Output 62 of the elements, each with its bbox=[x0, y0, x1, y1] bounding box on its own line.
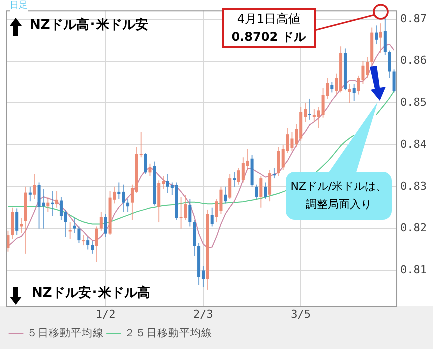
candlestick bbox=[68, 222, 72, 240]
y-tick-label: 0.84 bbox=[400, 138, 428, 151]
candlestick bbox=[91, 240, 94, 254]
x-tick-label: 3/5 bbox=[291, 308, 312, 321]
candlestick bbox=[118, 182, 121, 200]
candlestick bbox=[384, 18, 387, 56]
candlestick bbox=[330, 82, 334, 94]
y-tick-label: 0.85 bbox=[400, 96, 428, 110]
candlestick bbox=[104, 214, 108, 238]
candlestick bbox=[375, 25, 378, 46]
candlestick bbox=[228, 174, 232, 200]
legend-label: ２５日移動平均線 bbox=[124, 327, 212, 340]
y-tick-label: 0.82 bbox=[400, 222, 428, 235]
candlestick bbox=[255, 184, 258, 200]
candlestick bbox=[352, 84, 356, 102]
candlestick bbox=[268, 170, 272, 202]
candlestick bbox=[308, 98, 312, 120]
candlestick bbox=[180, 196, 183, 230]
candlestick bbox=[388, 50, 392, 79]
candlestick bbox=[148, 163, 152, 177]
y-tick-label: 0.86 bbox=[400, 54, 428, 68]
x-tick-label: 1/2 bbox=[96, 308, 116, 321]
candlestick bbox=[224, 186, 228, 204]
candlestick bbox=[126, 198, 130, 213]
candlestick bbox=[220, 186, 223, 215]
annotation: NZドル高･米ドル安 bbox=[30, 17, 148, 35]
candlestick bbox=[11, 207, 14, 240]
candlestick bbox=[42, 188, 46, 230]
x-tick-label: 2/3 bbox=[194, 308, 214, 321]
annotation: 日足 bbox=[10, 0, 28, 12]
candlestick bbox=[188, 198, 192, 228]
candlestick bbox=[86, 236, 90, 250]
candlestick bbox=[73, 218, 76, 234]
legend-label: ５日移動平均線 bbox=[26, 327, 104, 340]
candlestick bbox=[100, 212, 103, 232]
y-tick-label: 0.81 bbox=[400, 264, 428, 277]
annotation: NZドル安･米ドル高 bbox=[32, 285, 150, 303]
candlestick bbox=[82, 234, 86, 246]
candlestick bbox=[348, 84, 352, 104]
annotation: NZドル/米ドルは、調整局面入り bbox=[290, 179, 388, 213]
candlestick bbox=[392, 69, 396, 94]
candlestick bbox=[95, 226, 98, 263]
candlestick bbox=[46, 196, 50, 213]
y-tick-label: 0.83 bbox=[400, 180, 428, 193]
candlestick bbox=[290, 132, 294, 152]
y-tick-label: 0.87 bbox=[400, 12, 428, 26]
candlestick bbox=[264, 182, 268, 200]
candlestick bbox=[56, 190, 59, 208]
candlestick bbox=[16, 208, 19, 236]
candlestick bbox=[38, 182, 41, 230]
candlestick bbox=[51, 190, 54, 217]
candlestick bbox=[260, 176, 263, 208]
candlestick bbox=[379, 23, 382, 54]
candlestick bbox=[144, 152, 148, 175]
candlestick bbox=[184, 194, 188, 221]
candlestick bbox=[210, 207, 214, 228]
candlestick bbox=[233, 172, 236, 188]
candlestick bbox=[20, 218, 24, 234]
candlestick bbox=[33, 174, 36, 200]
candlestick bbox=[28, 186, 32, 202]
annotation: 4月1日高値 0.8702 ドル bbox=[224, 10, 314, 46]
candlestick bbox=[78, 226, 81, 244]
